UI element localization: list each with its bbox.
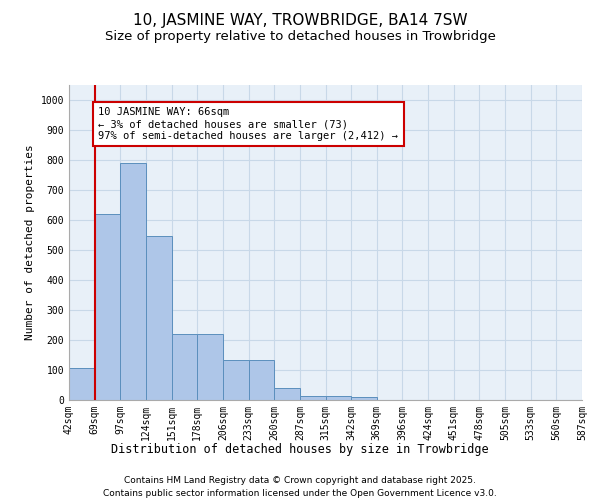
Bar [172,334,197,400]
Bar [248,360,274,400]
Bar [325,396,351,400]
Text: Size of property relative to detached houses in Trowbridge: Size of property relative to detached ho… [104,30,496,43]
Bar [197,334,223,400]
Text: Contains HM Land Registry data © Crown copyright and database right 2025.: Contains HM Land Registry data © Crown c… [124,476,476,485]
Bar [146,236,172,400]
Bar [121,163,146,400]
Text: 10, JASMINE WAY, TROWBRIDGE, BA14 7SW: 10, JASMINE WAY, TROWBRIDGE, BA14 7SW [133,12,467,28]
Text: Distribution of detached houses by size in Trowbridge: Distribution of detached houses by size … [111,442,489,456]
Bar [351,397,377,400]
Bar [300,396,325,400]
Text: Contains public sector information licensed under the Open Government Licence v3: Contains public sector information licen… [103,489,497,498]
Bar [69,368,95,400]
Text: 10 JASMINE WAY: 66sqm
← 3% of detached houses are smaller (73)
97% of semi-detac: 10 JASMINE WAY: 66sqm ← 3% of detached h… [98,108,398,140]
Y-axis label: Number of detached properties: Number of detached properties [25,144,35,340]
Bar [274,388,300,400]
Bar [95,214,121,400]
Bar [223,360,248,400]
